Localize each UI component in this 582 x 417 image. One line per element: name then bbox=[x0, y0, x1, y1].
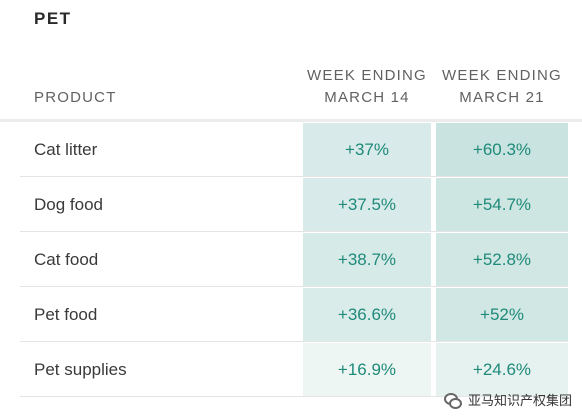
product-name: Cat food bbox=[34, 250, 99, 269]
table-row: Pet supplies +16.9% +24.6% bbox=[0, 343, 582, 397]
row-divider bbox=[20, 176, 568, 177]
row-divider bbox=[20, 396, 568, 397]
week2-value: +52% bbox=[436, 288, 568, 342]
product-name: Pet supplies bbox=[34, 360, 127, 379]
week1-value: +37% bbox=[303, 123, 431, 177]
column-header-week-march-21: WEEK ENDING MARCH 21 bbox=[436, 65, 568, 109]
product-name: Dog food bbox=[34, 195, 103, 214]
column-header-line: WEEK ENDING bbox=[442, 67, 562, 84]
column-header-line: MARCH 14 bbox=[324, 89, 410, 106]
week1-value: +36.6% bbox=[303, 288, 431, 342]
table-row: Cat food +38.7% +52.8% bbox=[0, 233, 582, 287]
table-row: Pet food +36.6% +52% bbox=[0, 288, 582, 342]
week2-value: +54.7% bbox=[436, 178, 568, 232]
row-divider bbox=[20, 286, 568, 287]
column-header-week-march-14: WEEK ENDING MARCH 14 bbox=[303, 65, 431, 109]
week2-value: +24.6% bbox=[436, 343, 568, 397]
column-header-product: PRODUCT bbox=[34, 89, 117, 106]
column-header-line: MARCH 21 bbox=[459, 89, 545, 106]
page-title: PET bbox=[34, 9, 72, 28]
watermark-text: 亚马知识产权集团 bbox=[467, 393, 572, 408]
row-divider bbox=[20, 341, 568, 342]
week2-value: +60.3% bbox=[436, 123, 568, 177]
table-row: Cat litter +37% +60.3% bbox=[0, 123, 582, 177]
week2-value: +52.8% bbox=[436, 233, 568, 287]
week1-value: +16.9% bbox=[303, 343, 431, 397]
row-divider bbox=[20, 231, 568, 232]
product-name: Cat litter bbox=[34, 140, 98, 159]
week1-value: +38.7% bbox=[303, 233, 431, 287]
watermark: 亚马知识产权集团 bbox=[443, 390, 572, 409]
product-name: Pet food bbox=[34, 305, 98, 324]
week1-value: +37.5% bbox=[303, 178, 431, 232]
table-row: Dog food +37.5% +54.7% bbox=[0, 178, 582, 232]
column-header-line: WEEK ENDING bbox=[307, 67, 427, 84]
header-divider bbox=[0, 119, 582, 122]
wechat-icon bbox=[443, 391, 462, 409]
